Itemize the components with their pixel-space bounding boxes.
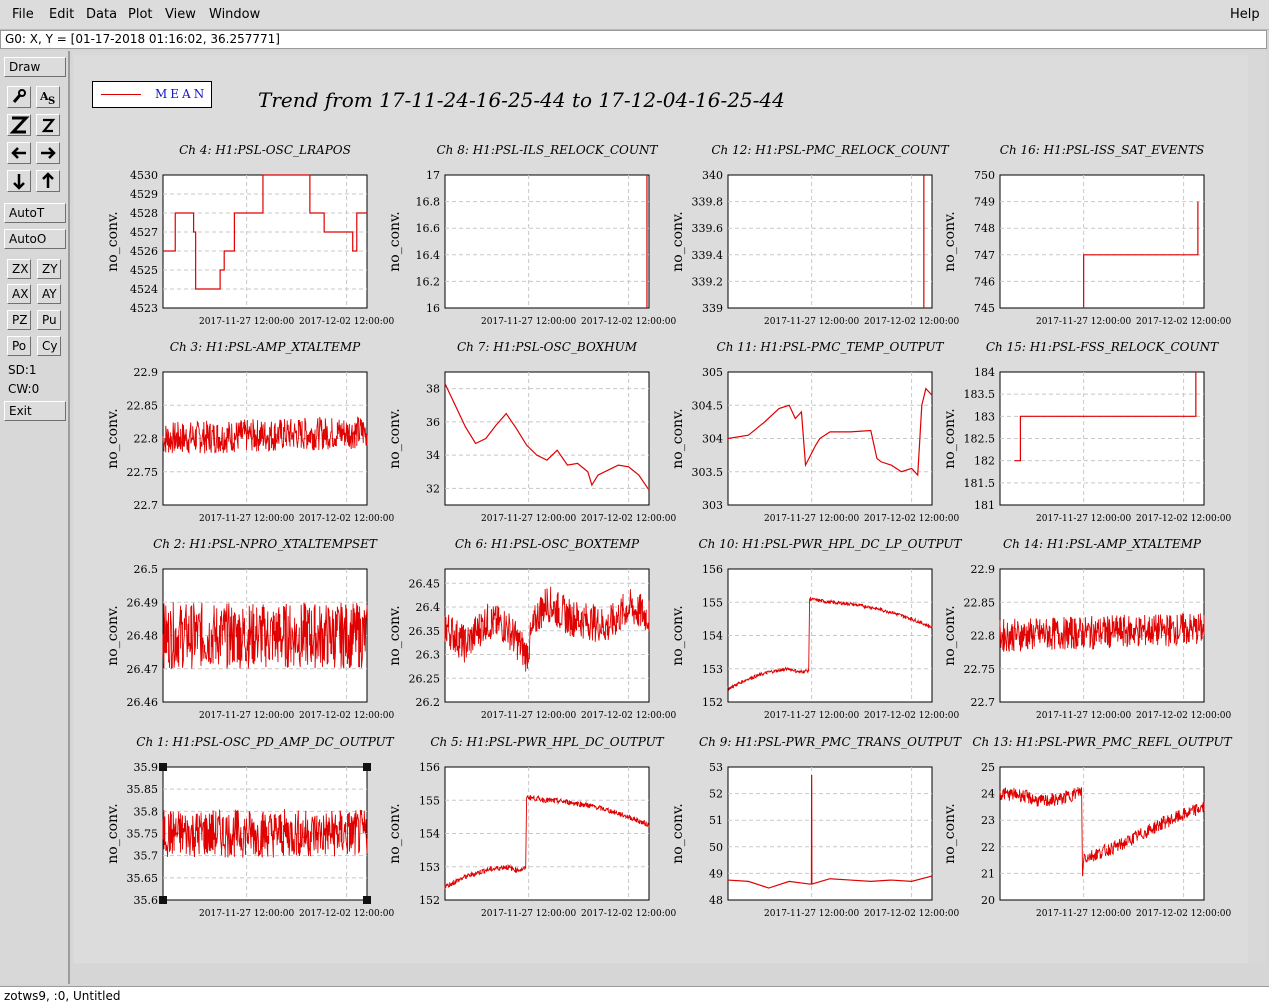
arrow-left-icon[interactable] [7, 142, 31, 164]
menu-file[interactable]: File [12, 7, 34, 22]
cursor-readout: G0: X, Y = [01-17-2018 01:16:02, 36.2577… [0, 30, 1267, 49]
arrow-up-icon[interactable] [36, 170, 60, 192]
autot-button[interactable]: AutoT [4, 203, 66, 223]
draw-button[interactable]: Draw [4, 57, 66, 77]
sd-label: SD:1 [8, 363, 37, 377]
pz-button[interactable]: PZ [7, 310, 31, 330]
zx-button[interactable]: ZX [7, 259, 31, 279]
zoom-large-icon[interactable] [7, 114, 31, 136]
pu-button[interactable]: Pu [37, 310, 61, 330]
menu-view[interactable]: View [165, 7, 196, 22]
ay-button[interactable]: AY [37, 284, 61, 304]
svg-text:S: S [48, 96, 55, 107]
legend-label: MEAN [155, 87, 208, 101]
po-button[interactable]: Po [7, 336, 31, 356]
plot-canvas [74, 55, 1248, 963]
arrow-down-icon[interactable] [7, 170, 31, 192]
magnify-icon[interactable] [7, 86, 31, 108]
autoo-button[interactable]: AutoO [4, 229, 66, 249]
zoom-small-icon[interactable] [36, 114, 60, 136]
cy-button[interactable]: Cy [37, 336, 61, 356]
svg-text:A: A [39, 90, 49, 103]
menu-data[interactable]: Data [86, 7, 118, 22]
status-bar: zotws9, :0, Untitled [0, 986, 1269, 1007]
ax-button[interactable]: AX [7, 284, 31, 304]
cw-label: CW:0 [8, 382, 40, 396]
menu-edit[interactable]: Edit [49, 7, 75, 22]
menu-plot[interactable]: Plot [128, 7, 153, 22]
zy-button[interactable]: ZY [37, 259, 61, 279]
menu-window[interactable]: Window [209, 7, 261, 22]
legend-line-swatch [101, 94, 141, 95]
menu-bar: File Edit Data Plot View Window Help [0, 0, 1269, 30]
legend: MEAN [92, 81, 212, 108]
main-title: Trend from 17-11-24-16-25-44 to 17-12-04… [258, 88, 785, 112]
exit-button[interactable]: Exit [4, 401, 66, 421]
arrow-right-icon[interactable] [36, 142, 60, 164]
menu-help[interactable]: Help [1230, 7, 1260, 22]
